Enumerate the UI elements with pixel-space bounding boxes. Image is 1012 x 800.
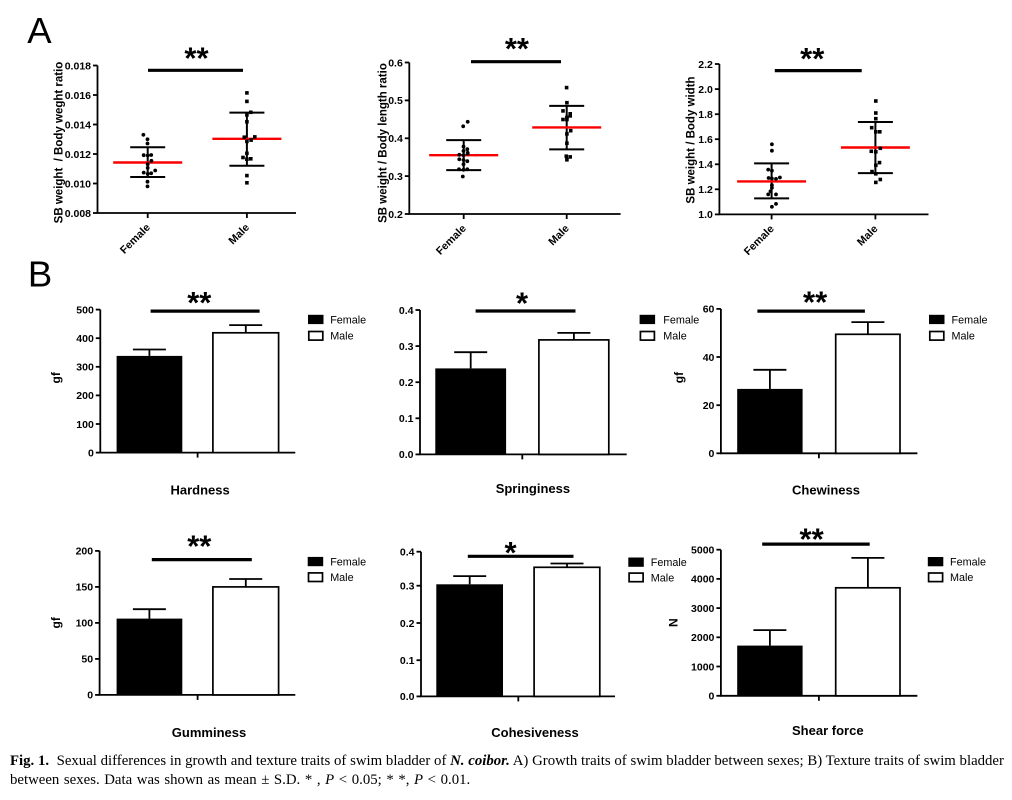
svg-text:Shear force: Shear force [792,723,864,738]
svg-text:300: 300 [76,362,94,374]
svg-text:0.3: 0.3 [399,341,414,353]
svg-text:0.2: 0.2 [399,377,414,389]
svg-text:Female: Female [651,557,687,569]
svg-text:0.3: 0.3 [388,171,403,183]
svg-text:1.2: 1.2 [698,184,713,196]
svg-text:Springiness: Springiness [496,481,570,496]
svg-text:gf: gf [49,616,63,628]
svg-text:1.0: 1.0 [698,209,713,221]
svg-text:Male: Male [546,223,571,248]
svg-text:40: 40 [703,352,715,364]
svg-text:0.3: 0.3 [400,581,415,593]
svg-text:2000: 2000 [691,632,715,644]
svg-text:1.6: 1.6 [698,134,713,146]
svg-text:gf: gf [49,371,63,383]
svg-text:*: * [505,535,518,570]
svg-text:0: 0 [709,448,715,460]
svg-text:Female: Female [950,557,986,569]
svg-text:Male: Male [663,331,686,343]
svg-text:**: ** [184,41,209,76]
svg-text:Male: Male [227,222,252,247]
svg-text:0.4: 0.4 [399,305,414,317]
svg-text:0.0: 0.0 [399,449,414,461]
svg-text:Female: Female [742,223,777,258]
svg-text:N: N [667,618,681,627]
svg-text:2.0: 2.0 [698,84,713,96]
svg-text:Male: Male [330,331,353,343]
svg-text:Male: Male [952,331,975,343]
svg-text:0.4: 0.4 [400,547,415,559]
svg-text:50: 50 [81,654,93,666]
svg-text:0.014: 0.014 [65,119,91,131]
svg-text:0.2: 0.2 [400,618,415,630]
svg-text:Female: Female [330,557,366,569]
svg-text:**: ** [800,522,825,557]
svg-text:500: 500 [76,304,94,316]
svg-text:Female: Female [952,314,988,326]
svg-text:0.6: 0.6 [388,57,403,69]
svg-text:SB weight / Body width: SB weight / Body width [685,76,697,203]
svg-text:0.5: 0.5 [388,95,403,107]
svg-text:150: 150 [76,582,94,594]
svg-text:0.1: 0.1 [399,413,414,425]
svg-text:100: 100 [76,618,94,630]
svg-text:Male: Male [950,572,973,584]
svg-text:Hardness: Hardness [170,483,229,498]
svg-text:A: A [27,10,52,51]
svg-text:0: 0 [88,447,94,459]
svg-text:Female: Female [330,314,366,326]
svg-text:**: ** [803,284,828,319]
svg-text:gf: gf [672,371,686,383]
svg-text:1000: 1000 [691,661,715,673]
svg-text:**: ** [800,41,825,76]
svg-text:SB weight / Body length ratio: SB weight / Body length ratio [377,63,389,223]
svg-text:20: 20 [703,400,715,412]
svg-text:**: ** [187,285,212,320]
svg-text:5000: 5000 [691,545,715,557]
svg-text:Gumminess: Gumminess [172,725,246,740]
svg-text:0.010: 0.010 [65,178,91,190]
svg-text:0.0: 0.0 [400,691,415,703]
svg-text:SB weight / Body weght ratio: SB weight / Body weght ratio [53,62,65,224]
svg-text:0.4: 0.4 [388,133,403,145]
svg-text:200: 200 [76,390,94,402]
svg-text:**: ** [505,31,530,66]
svg-text:**: ** [187,529,212,564]
svg-text:Male: Male [651,572,674,584]
svg-text:Cohesiveness: Cohesiveness [491,725,578,740]
svg-text:0.016: 0.016 [65,90,91,102]
svg-text:Female: Female [434,223,469,258]
svg-text:60: 60 [703,304,715,316]
svg-text:0.2: 0.2 [388,209,403,221]
svg-text:4000: 4000 [691,574,715,586]
svg-text:2.2: 2.2 [698,59,713,71]
svg-text:Female: Female [118,222,153,257]
svg-text:Female: Female [663,314,699,326]
svg-text:1.8: 1.8 [698,109,713,121]
svg-text:0.018: 0.018 [65,60,91,72]
svg-text:0: 0 [709,691,715,703]
svg-text:1.4: 1.4 [698,159,713,171]
svg-text:Male: Male [330,572,353,584]
svg-text:0.008: 0.008 [65,208,91,220]
svg-text:0: 0 [87,690,93,702]
svg-text:100: 100 [76,419,94,431]
svg-text:200: 200 [76,546,94,558]
svg-text:B: B [28,254,52,295]
svg-text:Male: Male [855,223,880,248]
svg-text:*: * [516,286,529,321]
svg-text:0.1: 0.1 [400,655,415,667]
svg-text:Chewiness: Chewiness [792,483,860,498]
svg-text:0.012: 0.012 [65,149,91,161]
svg-text:400: 400 [76,333,94,345]
svg-text:3000: 3000 [691,603,715,615]
